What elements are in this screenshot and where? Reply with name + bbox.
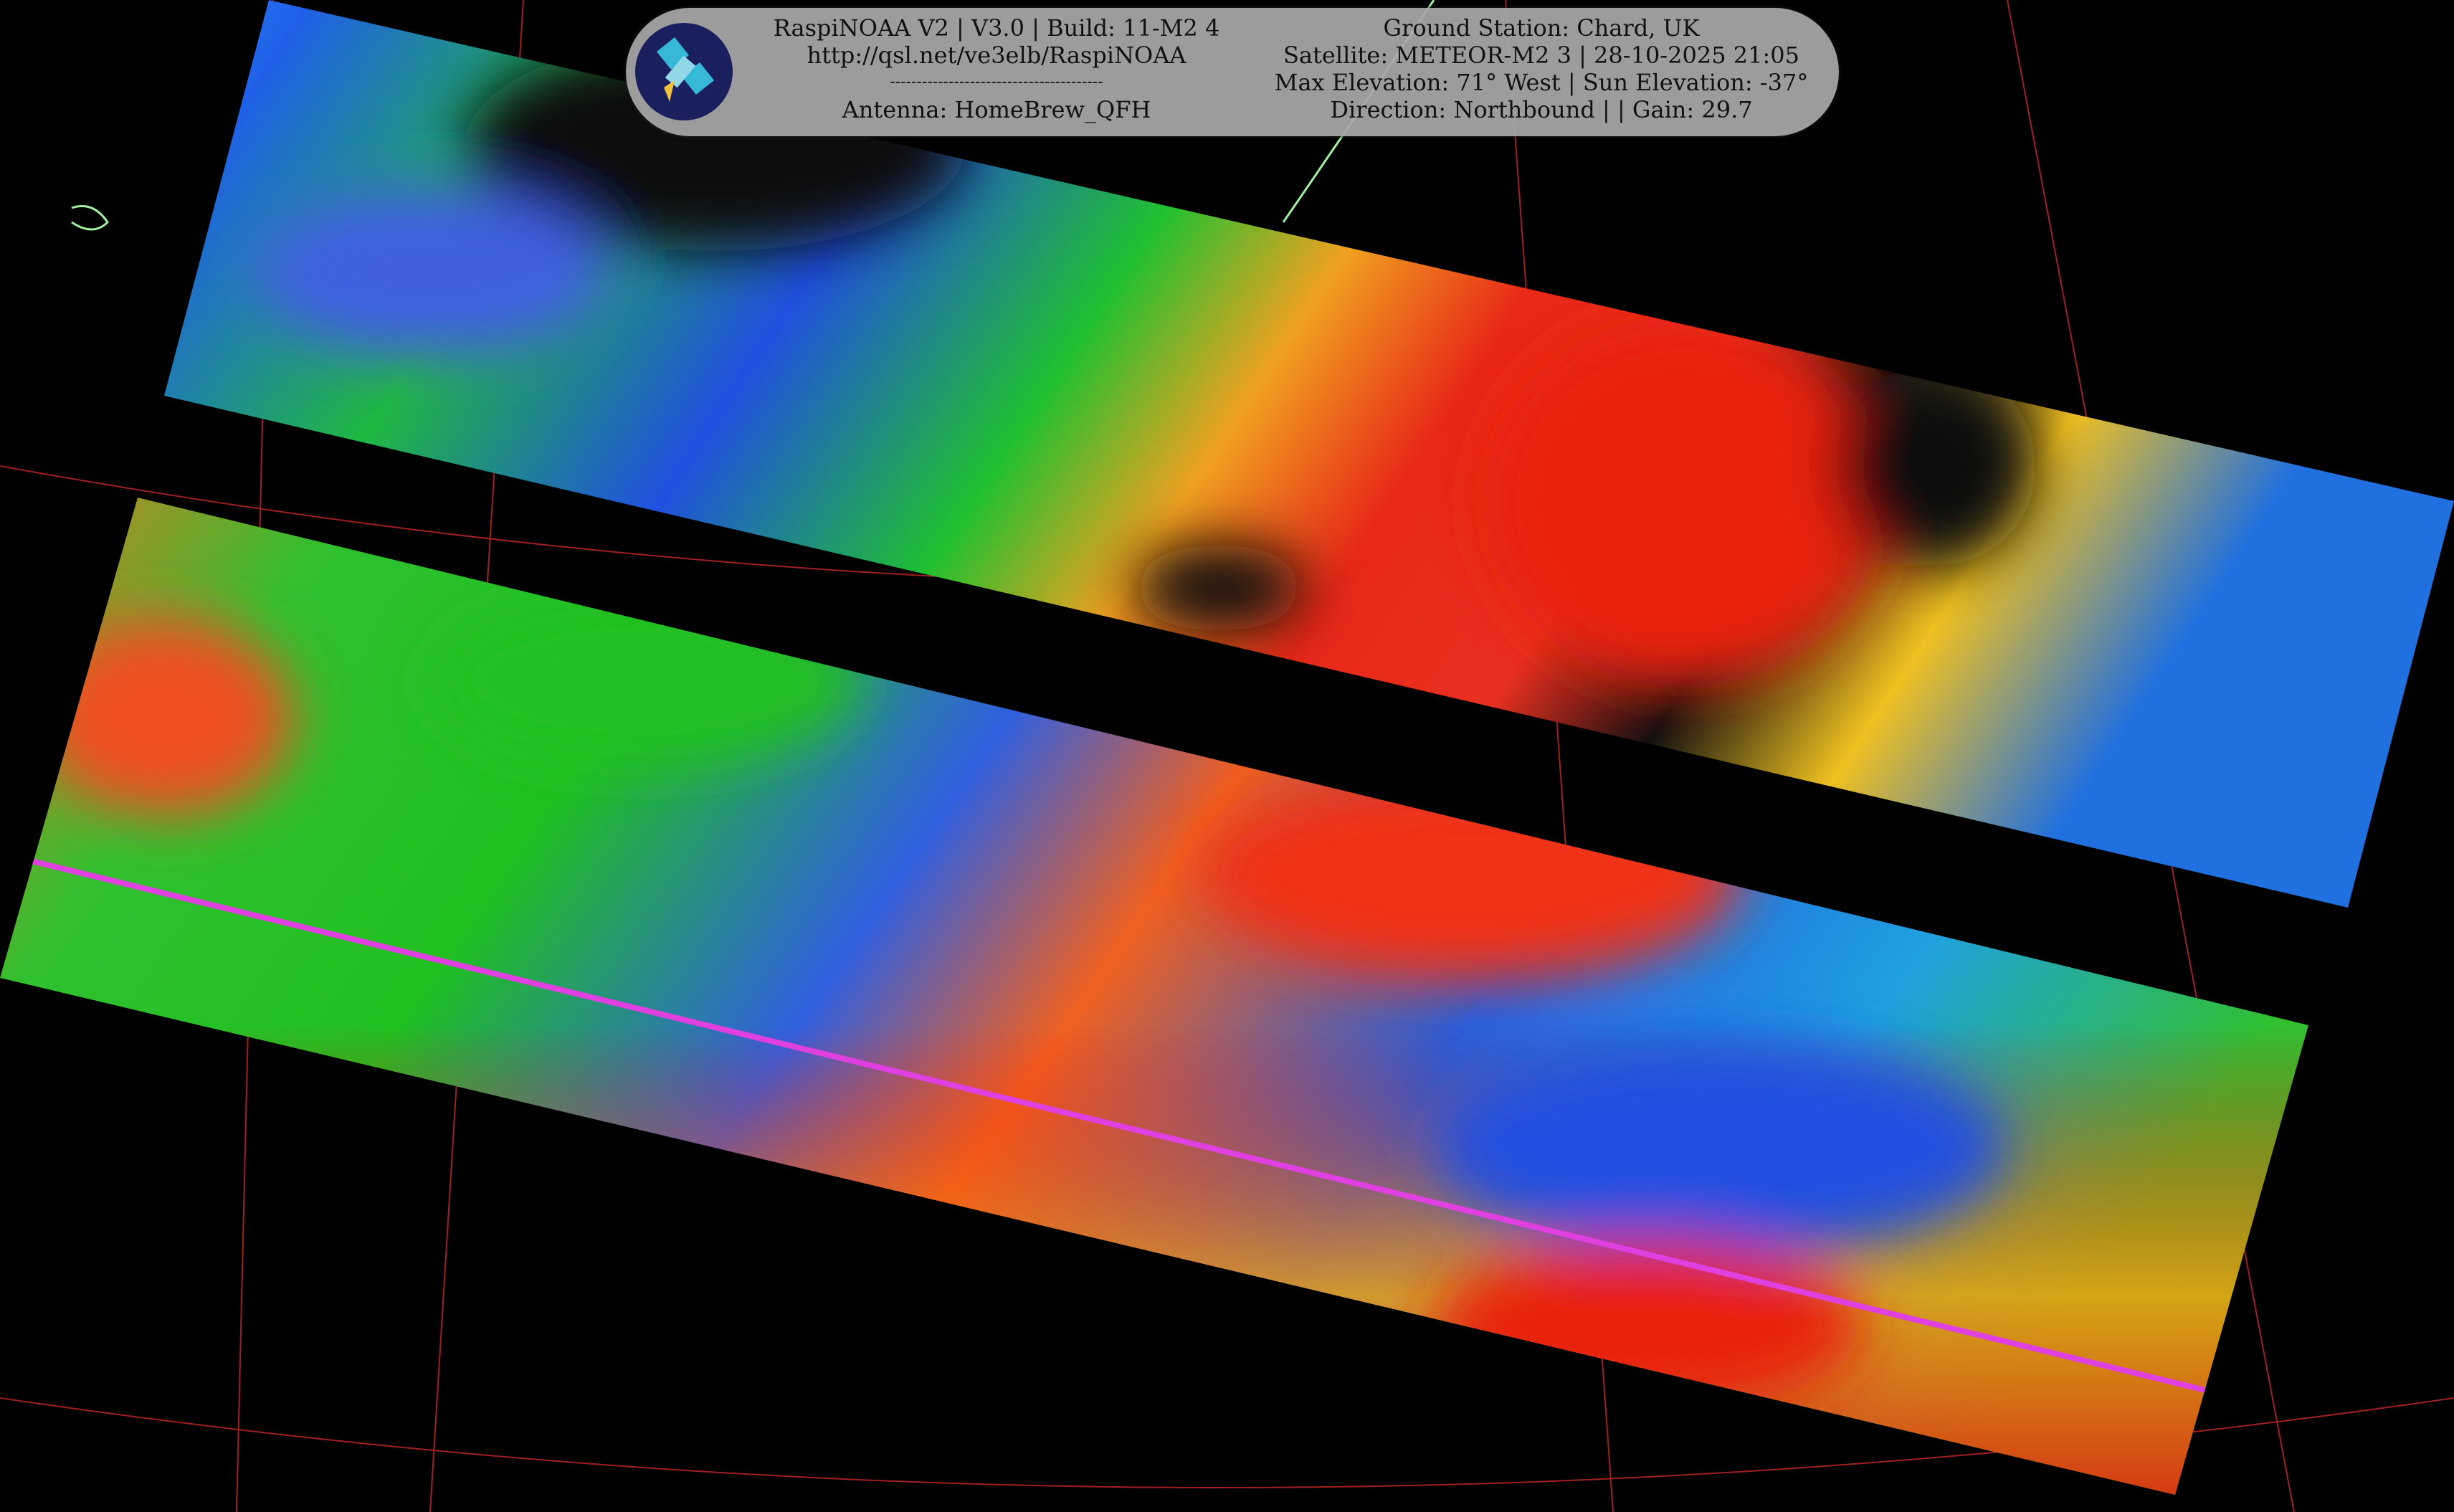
pass-info-overlay — [626, 8, 1839, 136]
project-url: http://qsl.net/ve3elb/RaspiNOAA — [807, 42, 1186, 69]
data-gap-line — [28, 857, 2209, 1394]
elevation-info: Max Elevation: 71° West | Sun Elevation:… — [1274, 69, 1809, 96]
software-version: RaspiNOAA V2 | V3.0 | Build: 11-M2 4 — [773, 14, 1220, 42]
direction-gain: Direction: Northbound | | Gain: 29.7 — [1330, 96, 1753, 123]
raspinoaa-logo — [635, 23, 733, 120]
satellite-datetime: Satellite: METEOR-M2 3 | 28-10-2025 21:0… — [1283, 42, 1799, 69]
separator: ---------------------------------------- — [890, 73, 1103, 91]
ground-station: Ground Station: Chard, UK — [1383, 14, 1700, 42]
station-software-info: RaspiNOAA V2 | V3.0 | Build: 11-M2 4 htt… — [746, 14, 1247, 123]
satellite-icon — [657, 37, 714, 102]
pass-details: Ground Station: Chard, UK Satellite: MET… — [1262, 14, 1821, 123]
antenna-info: Antenna: HomeBrew_QFH — [842, 96, 1151, 123]
